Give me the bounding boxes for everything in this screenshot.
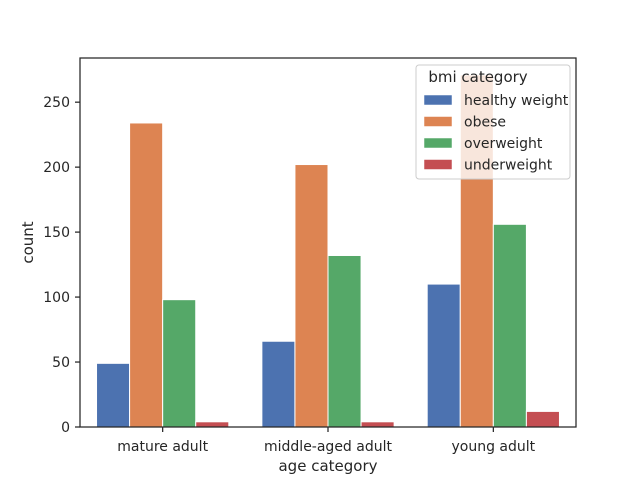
x-tick-label: mature adult (117, 439, 208, 455)
bars-group (96, 74, 560, 428)
legend-box (415, 64, 571, 180)
legend-swatch-healthy-weight (423, 94, 453, 106)
legend-title: bmi category (428, 68, 527, 86)
x-tick-label: young adult (452, 439, 536, 455)
legend-label-overweight: overweight (464, 136, 543, 152)
bar-obese-mature-adult (129, 122, 164, 428)
y-axis-label: count (19, 221, 37, 263)
y-axis-ticks: 0 50 100 150 200 250 (43, 95, 80, 436)
y-tick-label: 0 (61, 420, 70, 436)
legend-label-obese: obese (464, 115, 506, 131)
x-tick-label: middle-aged adult (264, 439, 393, 455)
bar-healthy-weight-young-adult (426, 283, 461, 428)
bar-healthy-weight-mature-adult (96, 362, 131, 428)
legend-items: healthy weight obese overweight underweight (423, 93, 569, 174)
x-axis-label: age category (278, 457, 377, 475)
bar-underweight-mature-adult (195, 421, 230, 428)
legend: bmi category healthy weight obese overweig… (415, 64, 571, 180)
bar-overweight-young-adult (492, 223, 527, 428)
x-axis-ticks: mature adult middle-aged adult young adult (117, 427, 536, 455)
legend-swatch-obese (423, 116, 453, 127)
y-tick-label: 150 (43, 225, 70, 241)
y-tick-label: 50 (52, 355, 70, 371)
bar-healthy-weight-middle-aged-adult (261, 340, 296, 428)
bar-underweight-young-adult (525, 410, 560, 428)
y-tick-label: 250 (43, 95, 70, 111)
legend-swatch-underweight (423, 159, 453, 170)
y-tick-label: 200 (43, 160, 70, 176)
bar-overweight-middle-aged-adult (327, 254, 362, 428)
bar-overweight-mature-adult (162, 299, 197, 428)
legend-label-healthy-weight: healthy weight (464, 93, 569, 109)
legend-label-underweight: underweight (464, 158, 553, 174)
bar-underweight-middle-aged-adult (360, 421, 395, 428)
bar-obese-middle-aged-adult (294, 164, 329, 428)
legend-swatch-overweight (423, 137, 453, 149)
y-tick-label: 100 (43, 290, 70, 306)
